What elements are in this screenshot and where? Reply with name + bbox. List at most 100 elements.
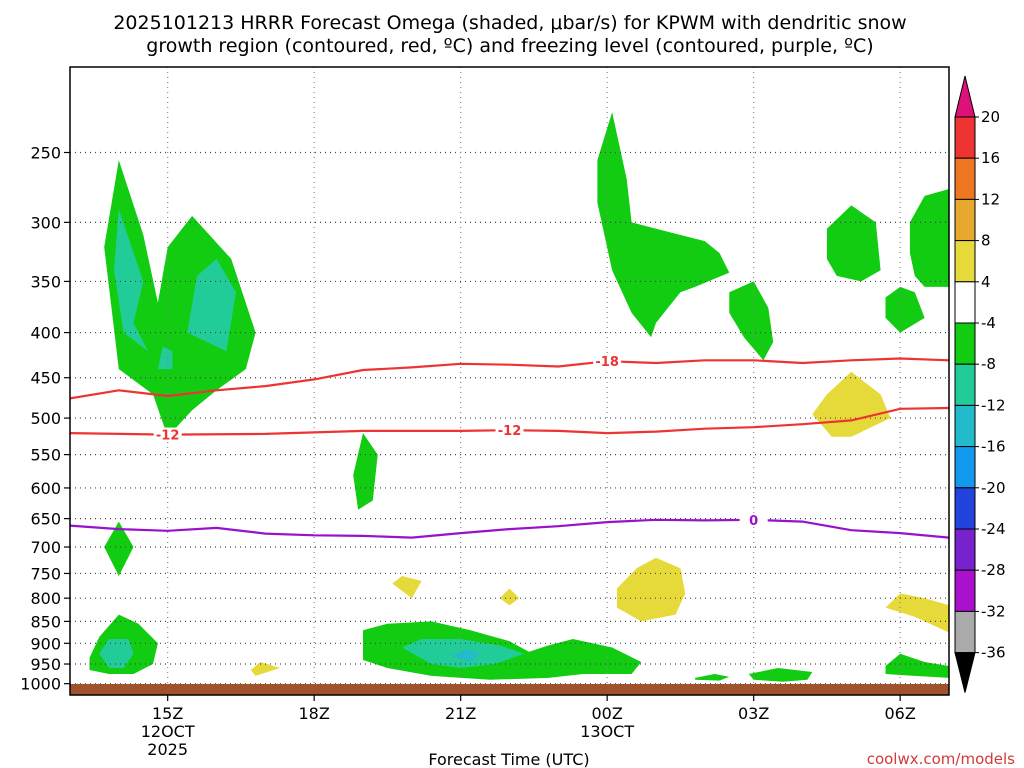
omega-region-7 xyxy=(353,433,378,510)
colorbar-segment-11 xyxy=(954,528,976,571)
omega-region-12 xyxy=(729,281,774,361)
omega-region-13 xyxy=(826,205,881,282)
title-line-2: growth region (contoured, red, ºC) and f… xyxy=(146,35,873,57)
contour-label-0: -18 xyxy=(595,355,619,370)
x-tick-label-1-0: 18Z xyxy=(299,704,330,723)
colorbar-segment-10 xyxy=(954,487,976,530)
x-axis-title: Forecast Time (UTC) xyxy=(428,750,589,768)
contour-line-2 xyxy=(70,518,949,539)
y-tick-label-3: 400 xyxy=(30,324,61,343)
omega-region-16 xyxy=(885,653,949,678)
omega-region-15 xyxy=(909,189,949,287)
colorbar-segment-2 xyxy=(954,157,976,200)
contour-lines: -18 -12 -12 0 xyxy=(70,354,949,539)
plot-frame xyxy=(69,66,950,696)
contour-label-3: 0 xyxy=(749,514,758,529)
omega-region-2 xyxy=(187,258,236,352)
colorbar-top-arrow xyxy=(954,75,976,118)
watermark[interactable]: coolwx.com/models xyxy=(867,750,1015,768)
x-tick-label-0-1: 12OCT xyxy=(141,722,195,741)
y-tick-label-1: 300 xyxy=(30,213,61,232)
contour-label-1: -12 xyxy=(156,429,180,444)
colorbar-segment-4 xyxy=(954,240,976,283)
colorbar-label-2: 12 xyxy=(981,190,1000,208)
y-tick-label-13: 900 xyxy=(30,634,61,653)
y-tick-label-14: 950 xyxy=(30,655,61,674)
x-tick-label-2-0: 21Z xyxy=(445,704,476,723)
colorbar-label-9: -20 xyxy=(981,479,1006,497)
colorbar-label-8: -16 xyxy=(981,438,1006,456)
omega-region-20 xyxy=(616,557,686,622)
colorbar-segment-5 xyxy=(954,281,976,324)
terrain-strip xyxy=(70,684,949,695)
y-tick-label-2: 350 xyxy=(30,272,61,291)
omega-region-18 xyxy=(695,674,730,681)
colorbar-segment-9 xyxy=(954,446,976,489)
colorbar-segment-3 xyxy=(954,198,976,242)
contour-label-bg-3 xyxy=(739,512,768,527)
omega-region-23 xyxy=(250,662,280,676)
colorbar: 20 16 12 8 4 -4 -8 -12 -16 -20 -24 -28 -32 -36 xyxy=(954,75,1006,693)
colorbar-segment-8 xyxy=(954,404,976,448)
omega-region-22 xyxy=(499,588,520,606)
colorbar-segment-7 xyxy=(954,363,976,406)
omega-shaded-regions xyxy=(89,112,949,682)
y-tick-label-0: 250 xyxy=(30,143,61,162)
omega-region-0 xyxy=(104,160,256,437)
x-tick-label-5-0: 06Z xyxy=(885,704,916,723)
colorbar-label-5: -4 xyxy=(981,314,996,332)
colorbar-label-4: 4 xyxy=(981,273,991,291)
colorbar-segment-13 xyxy=(954,610,976,654)
omega-region-21 xyxy=(392,576,422,599)
colorbar-label-13: -36 xyxy=(981,644,1006,662)
omega-region-3 xyxy=(157,346,173,370)
x-tick-label-0-2: 2025 xyxy=(147,740,188,759)
colorbar-label-7: -12 xyxy=(981,396,1006,414)
omega-region-24 xyxy=(885,593,949,633)
y-tick-label-7: 600 xyxy=(30,479,61,498)
y-tick-label-4: 450 xyxy=(30,369,61,388)
y-tick-label-8: 650 xyxy=(30,510,61,529)
contour-label-bg-2 xyxy=(495,423,524,438)
omega-region-11 xyxy=(597,112,730,338)
y-tick-label-11: 800 xyxy=(30,589,61,608)
x-tick-label-3-0: 00Z xyxy=(592,704,623,723)
y-tick-label-15: 1000 xyxy=(20,675,61,694)
y-tick-label-12: 850 xyxy=(30,612,61,631)
omega-region-14 xyxy=(885,286,925,333)
contour-label-bg-1 xyxy=(153,427,182,442)
colorbar-label-0: 20 xyxy=(981,108,1000,126)
y-tick-label-6: 550 xyxy=(30,446,61,465)
y-tick-label-9: 700 xyxy=(30,538,61,557)
colorbar-label-6: -8 xyxy=(981,355,996,373)
colorbar-segment-1 xyxy=(954,116,976,159)
colorbar-label-10: -24 xyxy=(981,520,1006,538)
colorbar-bottom-arrow xyxy=(954,652,976,693)
y-tick-label-10: 750 xyxy=(30,564,61,583)
omega-region-1 xyxy=(114,209,149,352)
omega-region-4 xyxy=(104,521,134,576)
contour-line-1 xyxy=(70,406,949,436)
chart-title: 2025101213 HRRR Forecast Omega (shaded, … xyxy=(113,12,906,57)
colorbar-label-3: 8 xyxy=(981,232,991,250)
omega-region-6 xyxy=(99,639,134,668)
x-tick-label-0-0: 15Z xyxy=(152,704,183,723)
x-tick-label-3-1: 13OCT xyxy=(580,722,634,741)
colorbar-segment-12 xyxy=(954,569,976,612)
omega-region-19 xyxy=(812,371,891,437)
y-axis: 250 300 350 400 450 500 550 600 650 700 750 800 850 9… xyxy=(20,143,70,694)
y-tick-label-5: 500 xyxy=(30,409,61,428)
colorbar-label-12: -32 xyxy=(981,602,1006,620)
contour-label-bg-0 xyxy=(593,354,622,369)
omega-region-10 xyxy=(450,649,481,662)
colorbar-segment-6 xyxy=(954,322,976,365)
contour-label-2: -12 xyxy=(498,424,522,439)
title-line-1: 2025101213 HRRR Forecast Omega (shaded, … xyxy=(113,12,906,34)
omega-region-17 xyxy=(748,668,813,682)
colorbar-label-1: 16 xyxy=(981,149,1000,167)
contour-line-0 xyxy=(70,357,949,400)
colorbar-label-11: -28 xyxy=(981,561,1006,579)
x-tick-label-4-0: 03Z xyxy=(738,704,769,723)
